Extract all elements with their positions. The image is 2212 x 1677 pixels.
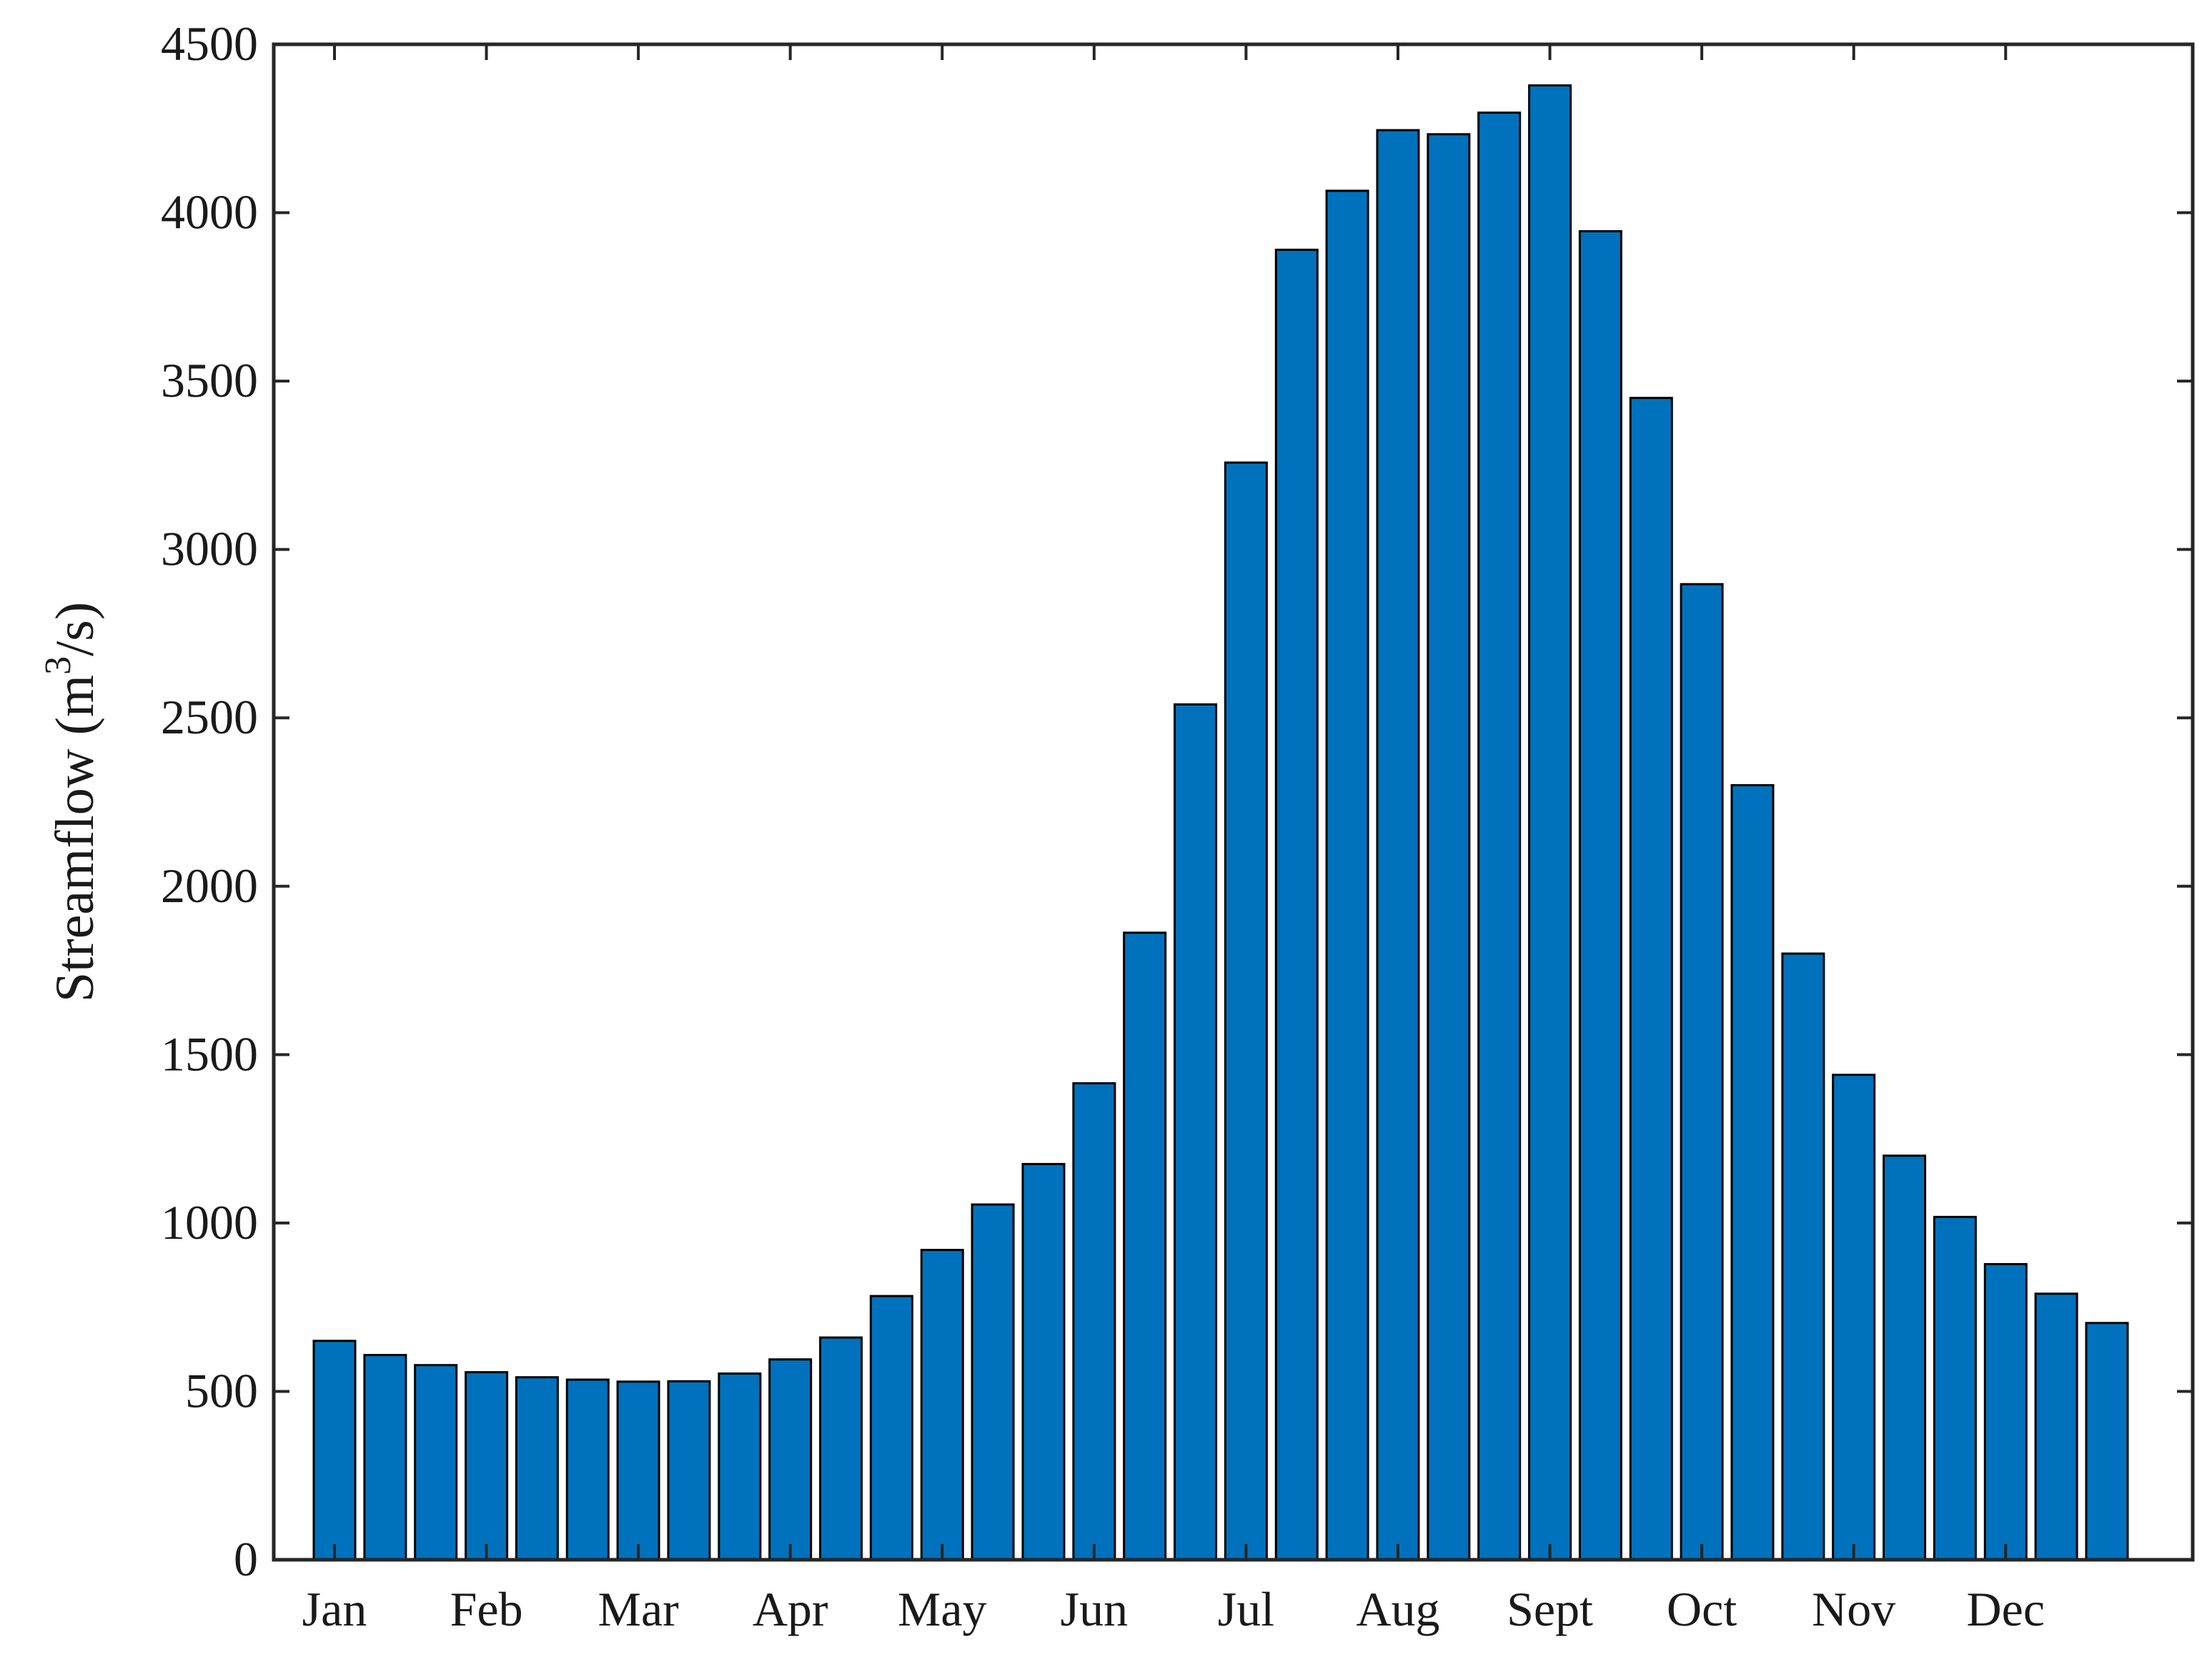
bar-9 (718, 1372, 762, 1561)
bar-11 (819, 1336, 863, 1561)
bar-3 (414, 1364, 458, 1561)
y-tick-label-2000: 2000 (161, 859, 258, 913)
bar-30 (1781, 952, 1825, 1561)
y-tick-label-3500: 3500 (161, 353, 258, 407)
y-tick-labels: 0 500 1000 1500 2000 2500 3000 3500 4000 4500 (161, 16, 258, 1586)
bar-32 (1883, 1154, 1927, 1561)
x-tick-label-mar: Mar (597, 1582, 679, 1636)
bar-13 (920, 1249, 964, 1561)
x-tick-label-jul: Jul (1218, 1582, 1274, 1636)
bar-33 (1933, 1215, 1977, 1561)
bar-14 (971, 1203, 1015, 1561)
x-tick-label-jun: Jun (1061, 1582, 1128, 1636)
bar-12 (869, 1295, 913, 1561)
bar-25 (1528, 84, 1572, 1561)
y-tick-label-500: 500 (185, 1363, 258, 1418)
bar-4 (465, 1371, 509, 1561)
bar-28 (1680, 583, 1724, 1561)
x-tick-label-sept: Sept (1507, 1582, 1593, 1636)
bar-23 (1427, 133, 1471, 1561)
bar-22 (1376, 129, 1420, 1561)
bar-19 (1224, 461, 1268, 1561)
bar-15 (1021, 1162, 1066, 1561)
bar-18 (1174, 703, 1218, 1561)
y-tick-label-4000: 4000 (161, 185, 258, 239)
bar-20 (1274, 248, 1319, 1561)
y-tick-label-0: 0 (234, 1532, 258, 1586)
bar-24 (1477, 112, 1522, 1561)
tick-group (274, 43, 2193, 1561)
y-tick-label-3000: 3000 (161, 522, 258, 576)
bar-2 (363, 1354, 407, 1561)
bar-8 (667, 1380, 711, 1561)
y-tick-label-1000: 1000 (161, 1195, 258, 1250)
x-tick-label-oct: Oct (1667, 1582, 1737, 1636)
x-tick-label-dec: Dec (1967, 1582, 2045, 1636)
y-tick-label-1500: 1500 (161, 1027, 258, 1081)
y-tick-label-4500: 4500 (161, 16, 258, 71)
x-tick-label-aug: Aug (1356, 1582, 1439, 1636)
y-axis-label-suffix: /s) (45, 602, 105, 656)
bar-7 (616, 1380, 660, 1561)
bar-31 (1832, 1074, 1876, 1561)
x-tick-label-apr: Apr (753, 1582, 828, 1636)
bar-10 (768, 1358, 813, 1561)
y-tick-label-2500: 2500 (161, 690, 258, 744)
bar-6 (565, 1378, 610, 1561)
x-tick-label-jan: Jan (302, 1582, 367, 1636)
bar-26 (1578, 230, 1622, 1561)
bar-17 (1123, 931, 1167, 1561)
x-tick-label-nov: Nov (1812, 1582, 1895, 1636)
bar-34 (1983, 1262, 2028, 1561)
axes-frame (272, 42, 2195, 1562)
bar-group (312, 84, 2129, 1561)
bar-36 (2085, 1322, 2129, 1561)
x-tick-label-feb: Feb (450, 1582, 523, 1636)
y-axis-label-superscript: 3 (38, 656, 79, 675)
bar-29 (1730, 783, 1775, 1561)
y-axis-label-main: Streamflow (m (45, 675, 105, 1002)
bar-35 (2034, 1292, 2078, 1561)
bar-21 (1325, 189, 1369, 1561)
x-tick-label-may: May (898, 1582, 987, 1636)
y-axis-label: Streamflow (m3/s) (38, 602, 105, 1002)
bar-16 (1072, 1082, 1116, 1561)
bar-5 (515, 1376, 559, 1561)
bar-27 (1629, 397, 1673, 1561)
bar-1 (312, 1340, 357, 1561)
x-tick-labels: Jan Feb Mar Apr May Jun Jul Aug Sept Oct Nov Dec (302, 1582, 2045, 1636)
